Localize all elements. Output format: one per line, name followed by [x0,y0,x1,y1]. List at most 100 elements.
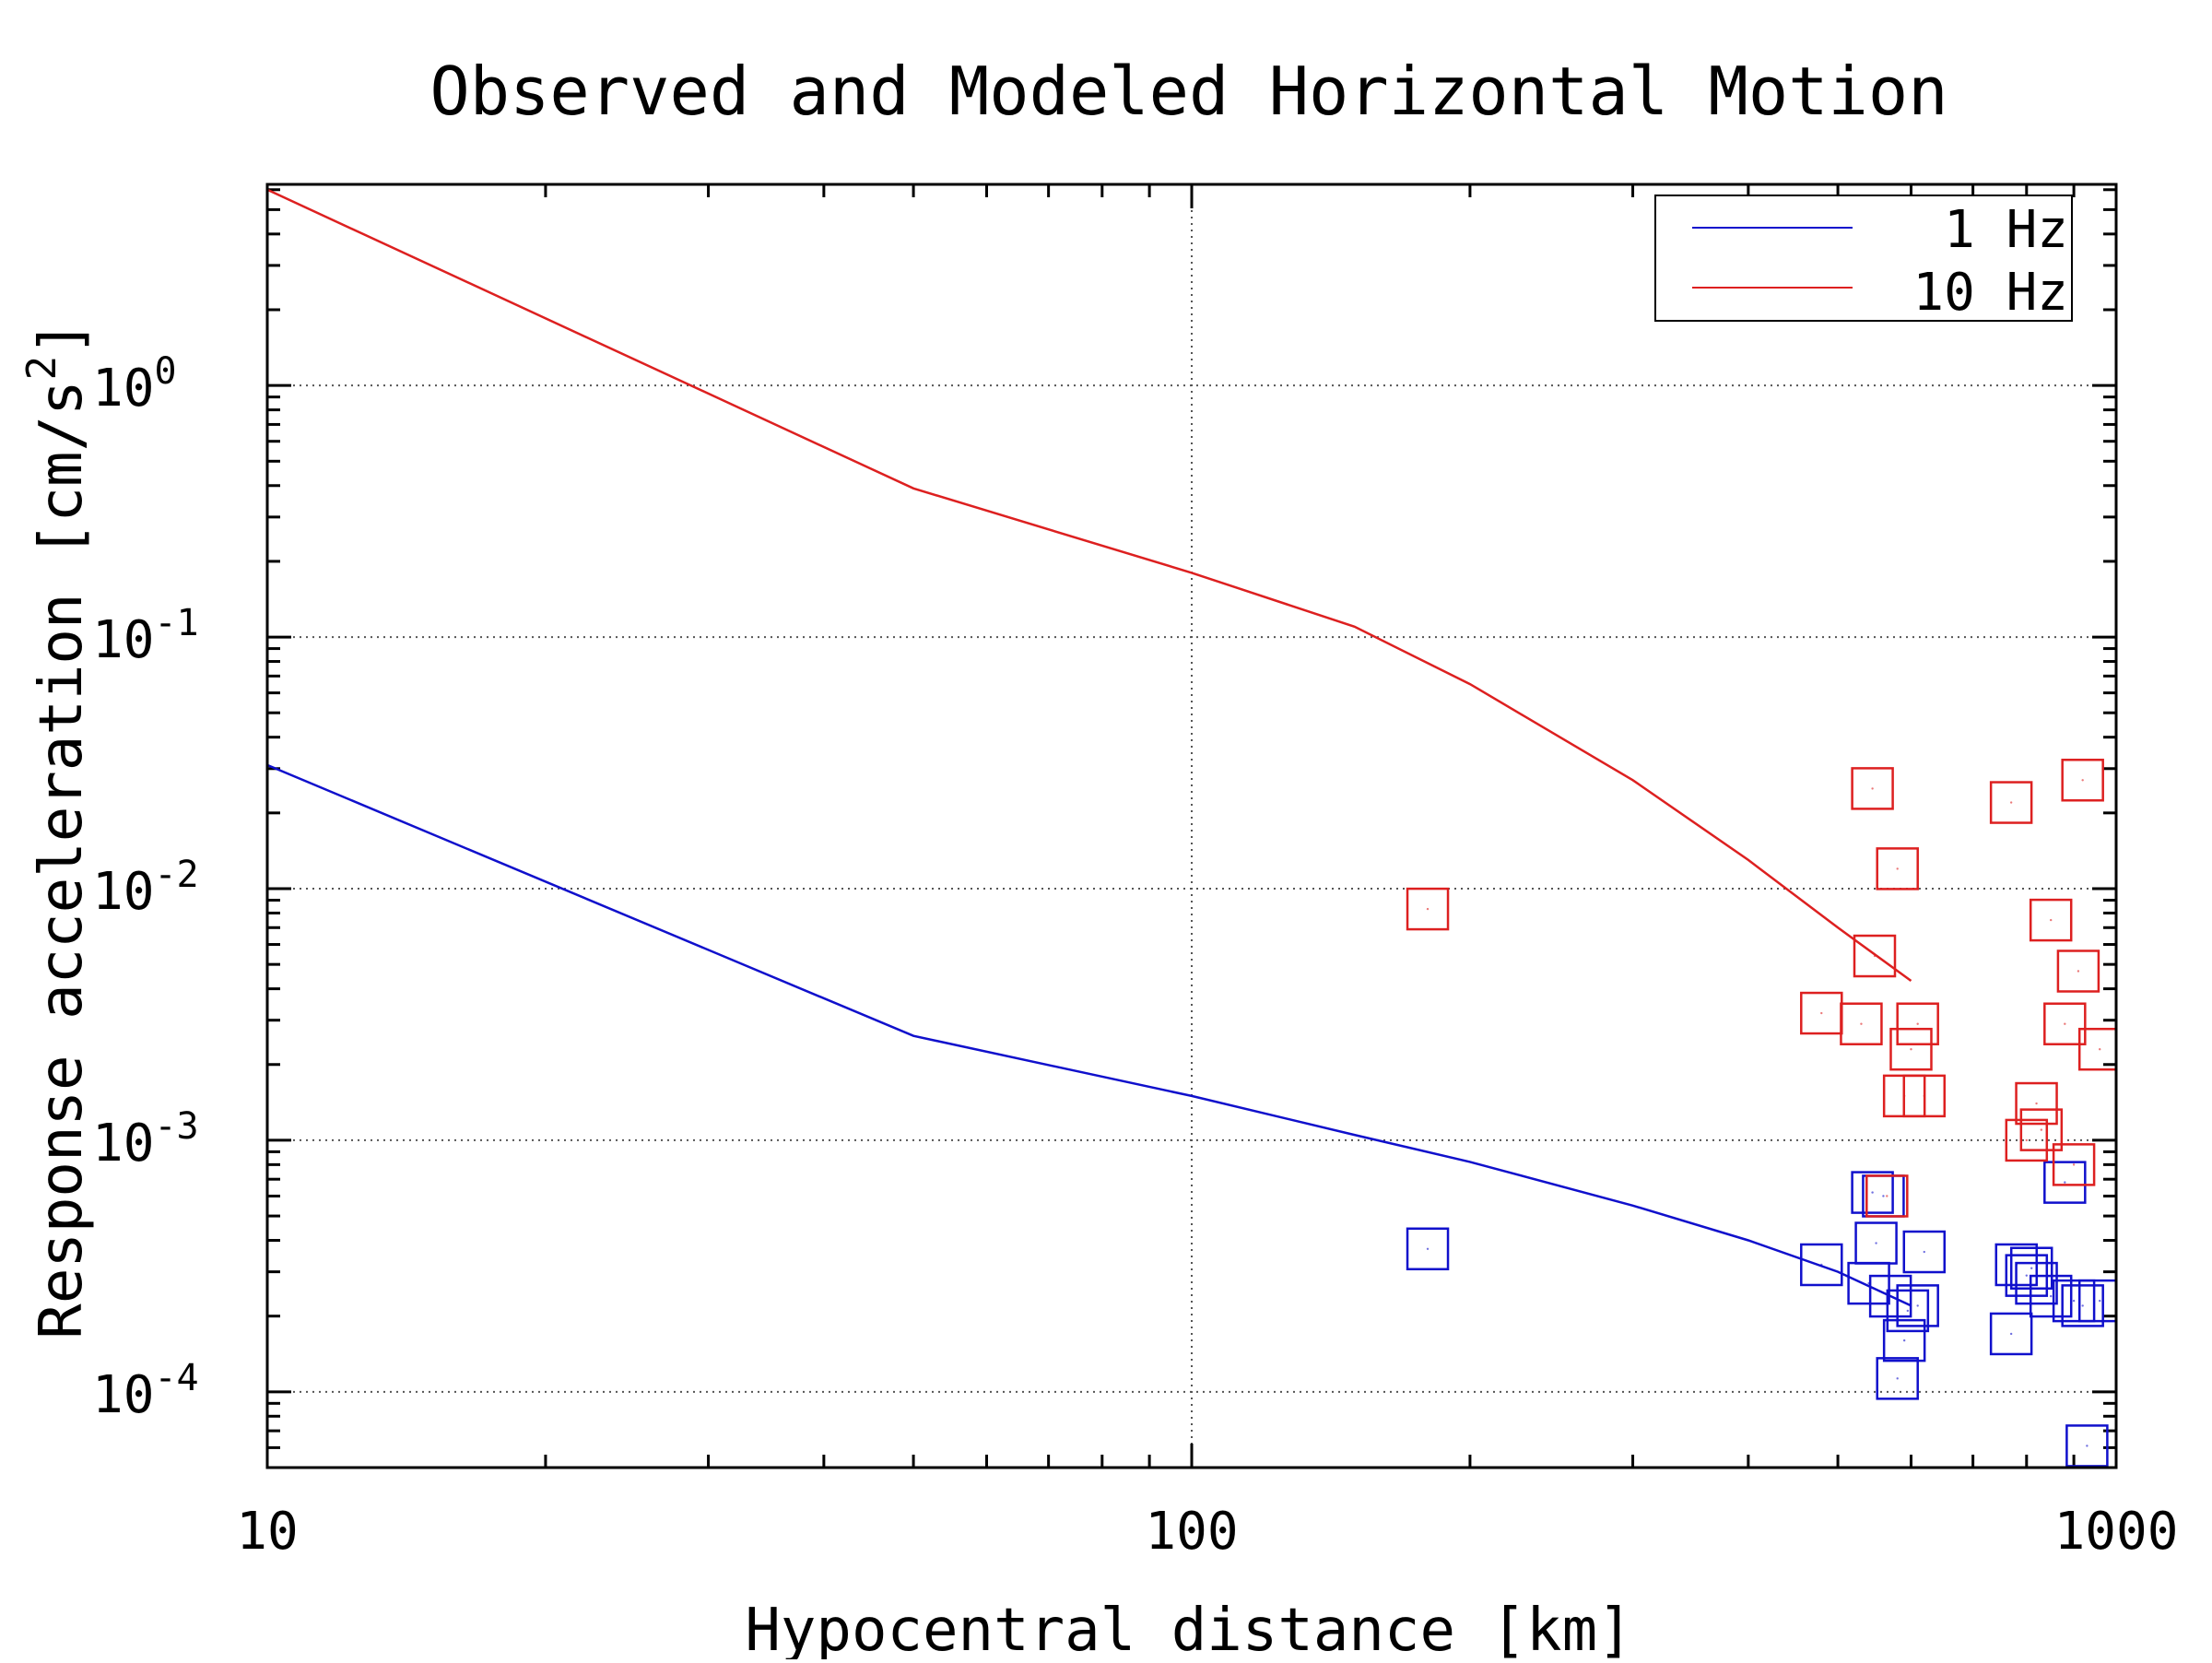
y-axis-label-main: Response acceleration [cm/s [28,380,96,1339]
legend-box [1654,195,2073,322]
observed-marker-1hz [1854,1221,1898,1265]
y-tick-base: 10 [92,610,154,670]
observed-marker-10hz [1889,1027,1933,1071]
observed-point-10hz [2025,1138,2028,1142]
legend-label-10hz: 10 Hz [1912,263,2068,323]
observed-point-10hz [1873,954,1877,958]
observed-point-1hz [2086,1445,2088,1447]
x-tick-label: 100 [1145,1502,1238,1562]
observed-point-10hz [2099,1047,2101,1051]
observed-marker-1hz [2043,1161,2087,1204]
observed-marker-10hz [1853,934,1897,978]
observed-marker-10hz [2061,759,2104,802]
y-tick-exponent: -2 [154,854,198,896]
model-line-1hz [267,763,1912,1307]
y-tick-exponent: -4 [154,1357,198,1399]
observed-marker-1hz [2061,1284,2104,1327]
observed-point-1hz [2025,1274,2028,1277]
legend-label-1hz: 1 Hz [1944,200,2068,260]
observed-marker-10hz [1989,781,2033,824]
observed-point-10hz [2040,1128,2043,1131]
y-axis-label-superscript: 2 [18,356,65,381]
observed-marker-10hz [1876,847,1919,890]
grid-lines [267,184,2116,1468]
observed-point-1hz [2030,1267,2033,1269]
observed-marker-1hz [1989,1312,2033,1356]
legend: 1 Hz 10 Hz [1654,195,2073,323]
observed-point-10hz [2050,918,2053,922]
observed-point-1hz [2064,1181,2066,1184]
observed-point-1hz [1882,1195,1885,1197]
observed-marker-10hz [1865,1174,1909,1218]
y-tick-exponent: -3 [154,1105,198,1148]
observed-marker-10hz [2019,1108,2064,1151]
observed-point-1hz [1426,1247,1430,1250]
observed-marker-10hz [2052,1143,2096,1186]
observed-point-1hz [2035,1281,2038,1285]
observed-point-10hz [1910,1047,1912,1051]
observed-point-1hz [1888,1294,1892,1298]
y-tick-exponent: 0 [154,350,176,393]
observed-point-10hz [1923,1094,1925,1098]
observed-marker-10hz [2029,898,2073,942]
observed-point-10hz [2077,970,2080,973]
chart-title: Observed and Modeled Horizontal Motion [429,53,1947,130]
observed-marker-10hz [2015,1081,2058,1126]
observed-point-1hz [2099,1299,2101,1303]
observed-marker-10hz [2005,1118,2049,1162]
y-tick-base: 10 [92,359,154,419]
y-axis-label: Response acceleration [cm/s2] [18,320,96,1339]
y-tick-base: 10 [92,1365,154,1425]
observed-point-10hz [2081,779,2084,782]
observed-point-1hz [1896,1377,1899,1380]
observed-marker-10hz [1851,767,1894,810]
observed-marker-1hz [1902,1230,1947,1274]
observed-point-1hz [1906,1309,1910,1313]
observed-point-1hz [1875,1242,1877,1244]
observed-marker-1hz [2015,1261,2058,1305]
observed-point-10hz [1871,787,1874,790]
y-tick-label: 100 [92,350,177,419]
observed-marker-1hz [2029,1274,2073,1318]
observed-marker-1hz [2052,1279,2096,1323]
observed-point-10hz [2072,1163,2076,1166]
observed-point-1hz [2050,1294,2053,1298]
observed-point-10hz [1426,907,1430,911]
observed-marker-1hz [1868,1274,1912,1318]
observed-marker-10hz [2056,949,2100,993]
observed-marker-10hz [2077,1027,2116,1071]
y-tick-label: 10-1 [92,602,199,670]
observed-marker-1hz [1886,1289,1930,1333]
observed-point-10hz [2035,1102,2038,1105]
observed-point-1hz [1923,1250,1925,1254]
y-tick-label: 10-3 [92,1105,199,1174]
observed-marker-1hz [2065,1424,2109,1468]
observed-point-10hz [1860,1022,1863,1025]
observed-marker-1hz [1800,1243,1843,1287]
x-tick-label: 10 [236,1502,298,1562]
observed-point-1hz [2009,1332,2013,1336]
observed-point-1hz [1916,1304,1919,1307]
observed-point-10hz [1896,867,1899,870]
plot-series [267,188,2116,1468]
observed-point-10hz [2009,801,2013,804]
observed-marker-1hz [2077,1279,2116,1323]
observed-point-10hz [1916,1022,1919,1025]
y-tick-label: 10-4 [92,1357,199,1425]
observed-point-1hz [2081,1304,2084,1307]
observed-marker-1hz [1406,1227,1450,1271]
observed-marker-10hz [2043,1002,2087,1045]
observed-marker-10hz [1896,1002,1939,1045]
observed-point-1hz [2072,1299,2076,1303]
observed-point-1hz [1820,1263,1823,1267]
y-tick-exponent: -1 [154,602,198,644]
observed-point-10hz [2064,1022,2066,1025]
observed-marker-10hz [1902,1074,1947,1118]
observed-marker-1hz [1851,1171,1894,1214]
x-tick-labels: 10 100 1000 [236,1502,2178,1562]
observed-point-1hz [1902,1339,1906,1342]
observed-marker-10hz [1840,1002,1883,1045]
